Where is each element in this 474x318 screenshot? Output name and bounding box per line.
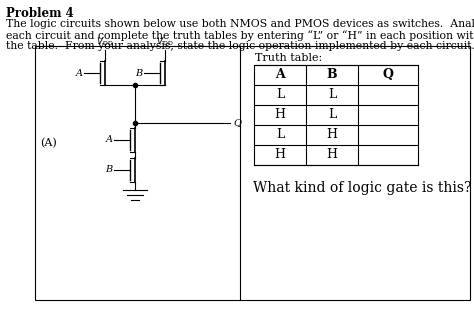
Text: H: H xyxy=(327,128,337,142)
Text: A: A xyxy=(275,68,285,81)
Text: Q: Q xyxy=(383,68,393,81)
Text: L: L xyxy=(276,128,284,142)
Text: (A): (A) xyxy=(40,138,57,148)
Text: H: H xyxy=(327,149,337,162)
Text: $V_{\rm DD}$: $V_{\rm DD}$ xyxy=(96,36,114,48)
Text: A: A xyxy=(106,135,112,144)
Text: $V_{\rm DD}$: $V_{\rm DD}$ xyxy=(156,36,174,48)
Text: A: A xyxy=(75,68,82,78)
Text: each circuit and complete the truth tables by entering “L” or “H” in each positi: each circuit and complete the truth tabl… xyxy=(6,30,474,41)
Text: B: B xyxy=(327,68,337,81)
Bar xyxy=(254,65,418,165)
Text: L: L xyxy=(276,88,284,101)
Bar xyxy=(35,46,470,300)
Text: L: L xyxy=(328,88,336,101)
Text: Problem 4: Problem 4 xyxy=(6,7,74,20)
Text: The logic circuits shown below use both NMOS and PMOS devices as switches.  Anal: The logic circuits shown below use both … xyxy=(6,19,474,29)
Text: Truth table:: Truth table: xyxy=(255,53,322,63)
Text: H: H xyxy=(274,149,285,162)
Text: Q: Q xyxy=(233,119,241,128)
Text: B: B xyxy=(136,68,143,78)
Text: the table.  From your analysis, state the logic operation implemented by each ci: the table. From your analysis, state the… xyxy=(6,41,474,51)
Text: B: B xyxy=(105,165,112,175)
Text: L: L xyxy=(328,108,336,121)
Text: H: H xyxy=(274,108,285,121)
Text: What kind of logic gate is this?: What kind of logic gate is this? xyxy=(253,181,471,195)
